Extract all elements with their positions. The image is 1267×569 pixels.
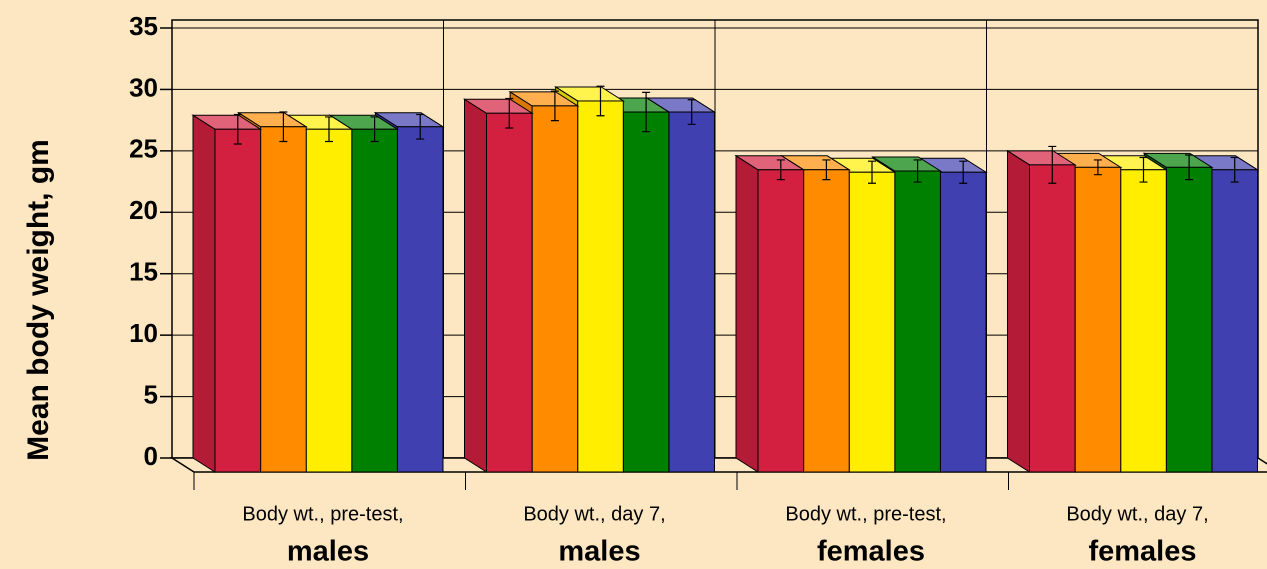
x-tick-label: Body wt., day 7, [523, 503, 665, 525]
bar [1120, 169, 1167, 473]
bar [1211, 169, 1259, 473]
error-bar [776, 159, 785, 181]
bar [668, 111, 716, 473]
error-bar [1048, 145, 1057, 184]
error-bar [1139, 156, 1148, 183]
error-bar [550, 90, 559, 122]
x-tick-label: Body wt., day 7, [1066, 503, 1208, 525]
bar [396, 126, 444, 473]
error-bar [596, 85, 605, 117]
bar-side [735, 154, 759, 473]
y-tick-label: 15 [129, 257, 158, 287]
error-bar [822, 159, 831, 181]
bar [531, 105, 579, 473]
x-tick-label: females [817, 536, 925, 568]
bar [351, 128, 398, 473]
error-bar [505, 97, 514, 129]
error-bar [1185, 154, 1194, 181]
bar [486, 112, 533, 473]
bar [260, 126, 307, 473]
bar-side [1007, 149, 1030, 473]
x-tick-label: Body wt., pre-test, [785, 503, 946, 525]
x-tick-label: males [558, 536, 640, 568]
x-tick-label: females [1088, 536, 1196, 568]
bar [1074, 166, 1122, 473]
x-tick-label: males [287, 536, 369, 568]
y-tick-label: 35 [129, 11, 158, 41]
bar [894, 170, 941, 473]
error-bar [1093, 159, 1102, 176]
error-bar [416, 113, 425, 140]
error-bar [687, 99, 696, 125]
error-bar [370, 116, 379, 143]
bar [622, 111, 670, 473]
bar [757, 169, 805, 473]
error-bar [868, 160, 876, 184]
bar [848, 171, 896, 473]
error-bar [959, 160, 968, 184]
bar [305, 128, 353, 473]
bar-side [192, 114, 216, 473]
x-tick-label: Body wt., pre-test, [242, 503, 403, 525]
error-bar [642, 91, 651, 133]
error-bar [279, 111, 288, 143]
y-tick-label: 30 [129, 72, 158, 102]
bar [1029, 164, 1076, 473]
bar [803, 169, 850, 473]
bar [214, 128, 262, 473]
bar-side [464, 98, 487, 473]
y-tick-label: 20 [129, 195, 158, 225]
error-bar [1230, 156, 1239, 183]
bar [1165, 166, 1213, 473]
y-tick-label: 25 [129, 134, 158, 164]
error-bar [913, 159, 922, 183]
y-axis-title: Mean body weight, gm [22, 139, 55, 461]
bar [939, 171, 987, 473]
y-tick-label: 10 [129, 318, 158, 348]
y-tick-label: 5 [144, 379, 158, 409]
bar [577, 100, 624, 473]
error-bar [233, 113, 242, 145]
y-tick-label: 0 [144, 441, 158, 471]
error-bar [325, 116, 333, 143]
